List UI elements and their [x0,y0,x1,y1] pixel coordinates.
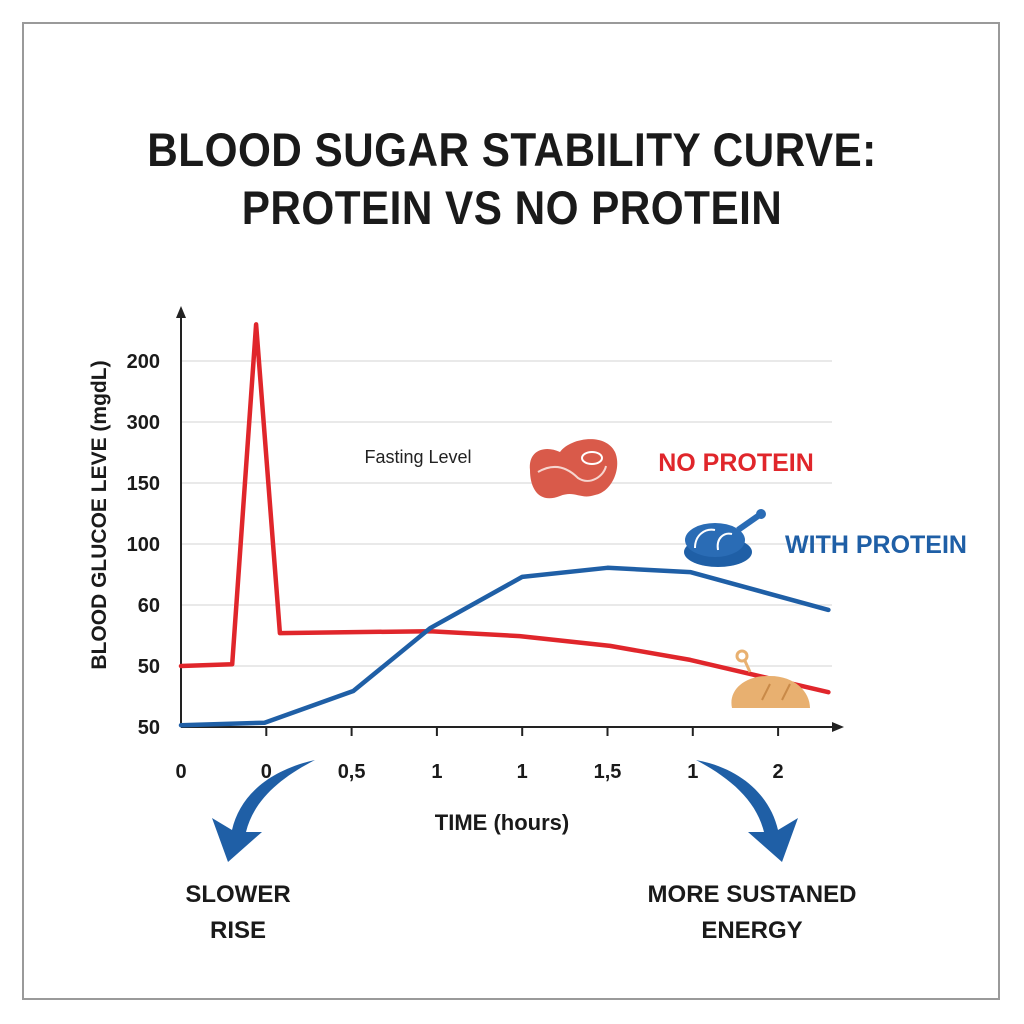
y-tick-label: 50 [138,656,160,678]
x-axis-arrow [832,722,844,732]
x-tick-label: 0,5 [338,761,366,783]
x-tick-label: 0 [175,761,186,783]
title-line-2: PROTEIN VS NO PROTEIN [241,181,783,234]
y-tick-label: 100 [127,534,160,556]
y-tick-label: 300 [127,412,160,434]
chicken-icon [684,509,766,567]
series-line-with-protein [178,565,831,728]
y-tick-label: 150 [127,473,160,495]
x-tick-label: 0 [261,761,272,783]
slower-rise-line-1: SLOWER [185,881,290,908]
y-axis-arrow [176,306,186,318]
y-tick-label: 50 [138,717,160,739]
x-tick-label: 1 [517,761,528,783]
slower-rise-line-2: RISE [210,917,266,944]
y-axis-label: BLOOD GLUCOE LEVE (mgdL) [88,360,111,669]
fasting-level-label: Fasting Level [364,447,471,467]
title-line-1: BLOOD SUGAR STABILITY CURVE: [147,123,877,176]
legend-with-protein: WITH PROTEIN [785,531,967,559]
series-line-no-protein [178,322,831,695]
x-tick-label: 1 [687,761,698,783]
steak-icon [529,439,618,499]
x-tick-label: 1,5 [594,761,622,783]
y-tick-label: 200 [127,351,160,373]
x-tick-label: 1 [431,761,442,783]
curved-arrow-icon [696,760,798,862]
x-axis-label: TIME (hours) [435,810,569,835]
sustained-energy-line-2: ENERGY [701,917,802,944]
sustained-energy-line-1: MORE SUSTANED [648,881,857,908]
x-tick-label: 2 [773,761,784,783]
legend-no-protein: NO PROTEIN [658,449,814,477]
curved-arrow-icon [212,760,315,862]
bread-icon [731,649,810,708]
frame [22,22,1000,1000]
y-tick-label: 60 [138,595,160,617]
